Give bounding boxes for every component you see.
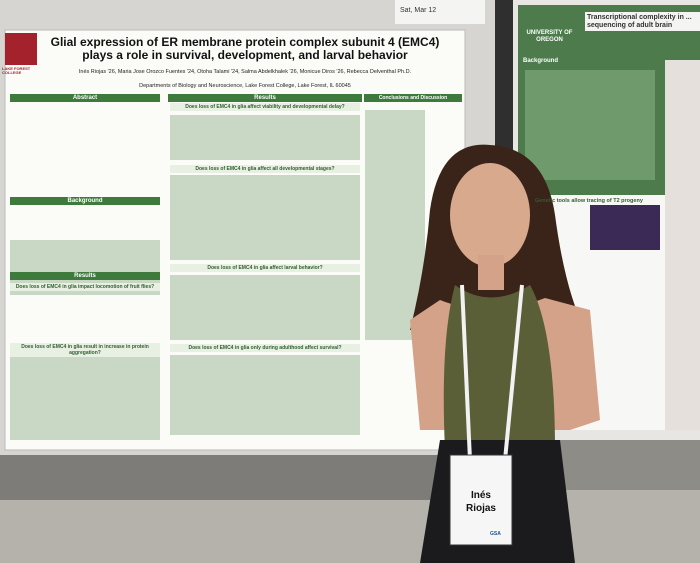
- right-section: Genetic tools allow tracing of T2 progen…: [535, 198, 643, 204]
- college-name: LAKE FOREST COLLEGE: [2, 66, 31, 76]
- panel-title: Does loss of EMC4 in glia result in incr…: [10, 343, 160, 357]
- poster-authors: Inés Riojas '26, Maria Jose Orozco Fuent…: [78, 69, 412, 75]
- badge: [449, 454, 513, 546]
- poster-title: Glial expression of ER membrane protein …: [50, 35, 440, 63]
- panel-title: Does loss of EMC4 in glia affect larval …: [170, 264, 360, 272]
- figure: [590, 205, 660, 250]
- right-section: Background: [523, 58, 559, 64]
- section-header: Results: [10, 272, 160, 280]
- figure: [170, 175, 360, 260]
- panel-title: Does loss of EMC4 in glia affect viabili…: [170, 103, 360, 111]
- section-header: Background: [10, 197, 160, 205]
- panel-title: Does loss of EMC4 in glia only during ad…: [170, 344, 360, 352]
- figure: [10, 355, 160, 440]
- section-header: Conclusions and Discussion: [364, 94, 462, 102]
- figure: [170, 355, 360, 435]
- badge-first-name: Inés: [470, 490, 491, 501]
- sign: [395, 0, 485, 24]
- neck: [478, 255, 504, 290]
- badge-last-name: Riojas: [465, 503, 496, 514]
- badge-org: GSA: [490, 531, 501, 537]
- panel-title: Does loss of EMC4 in glia impact locomot…: [10, 283, 160, 291]
- section-header: Results: [168, 94, 362, 102]
- figure: [170, 275, 360, 340]
- lanyard: [460, 284, 524, 461]
- college-logo: [5, 33, 37, 65]
- figure: [365, 110, 425, 340]
- poster-affiliation: Departments of Biology and Neuroscience,…: [139, 83, 351, 89]
- sign-text: Sat, Mar 12: [400, 7, 437, 14]
- tank-top: [443, 285, 555, 450]
- board-bottom: [0, 455, 505, 500]
- figure: [665, 60, 700, 430]
- right-poster-title: Transcriptional complexity in ... sequen…: [585, 12, 700, 32]
- panel-title: Does loss of EMC4 in glia affect all dev…: [170, 165, 360, 173]
- face: [450, 163, 530, 267]
- figure: [170, 115, 360, 160]
- section-header: Abstract: [10, 94, 160, 102]
- university-logo: UNIVERSITY OF OREGON: [526, 30, 573, 43]
- person: [410, 144, 600, 563]
- figure: [525, 70, 655, 180]
- floor: [0, 490, 700, 563]
- figures: [10, 60, 700, 440]
